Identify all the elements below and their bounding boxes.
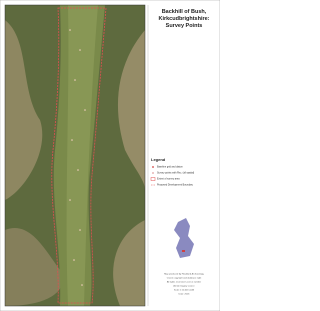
credits: Map produced by Headland ArchaeologyCrow… [164,273,204,296]
hill-area [5,20,43,200]
map-title: Backhill of Bush, Kirkcudbrightshire: Surv… [158,9,209,29]
hill-area [5,228,63,306]
survey-boundary [51,7,107,304]
hill-area [117,30,145,190]
map-frame [4,4,146,307]
credit-line: Aerial imagery source [173,285,195,288]
credit-line: Date: 2016 [179,293,190,296]
legend-item: Baseline grid and datum [157,166,183,169]
location-marker [182,250,185,252]
legend-item: Proposed Development Boundary [157,184,194,187]
credit-line: Crown copyright and database right [167,277,202,280]
credit-line: Scale 1:10,000 at A3 [174,289,195,292]
credit-line: All rights reserved. Licence number [167,281,202,284]
aerial-map [5,5,145,306]
legend-symbol [152,172,154,174]
location-inset [174,218,194,258]
hill-area [113,220,145,306]
legend-symbol [150,177,156,181]
legend-item: Extent of survey area [157,178,180,181]
legend-symbol [152,166,154,168]
map-sheet: Backhill of Bush, Kirkcudbrightshire: Surv… [0,0,221,311]
legend-heading: Legend [151,157,166,162]
legend-item: Survey points with Rec. (all spatial) [157,172,194,175]
survey-points [69,29,86,286]
credit-line: Map produced by Headland Archaeology [164,273,204,276]
